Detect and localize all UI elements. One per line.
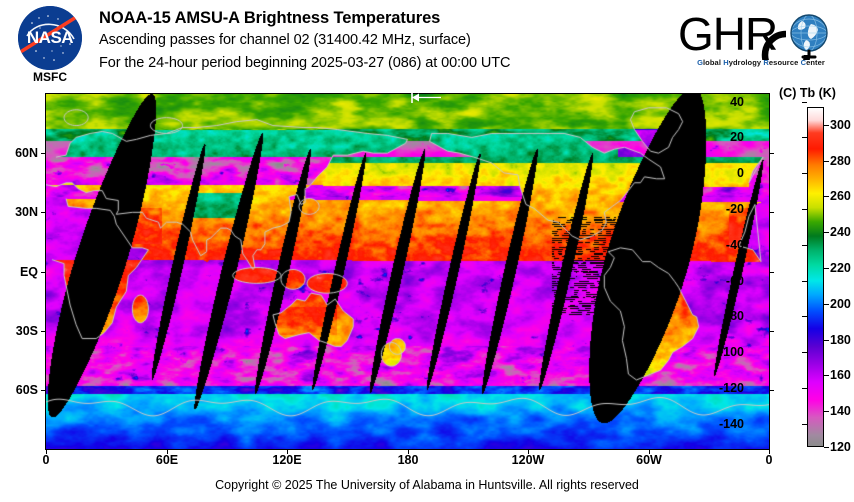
title-block: NOAA-15 AMSU-A Brightness Temperatures A… — [99, 8, 659, 76]
nasa-logo: NASA MSFC — [10, 6, 90, 84]
x-axis-label: 0 — [765, 453, 773, 467]
colorbar-tick-celsius — [802, 352, 807, 353]
colorbar-tick-celsius — [802, 209, 807, 210]
x-axis-label: 0 — [42, 453, 50, 467]
y-axis-label: 30S — [15, 324, 38, 338]
x-axis-tick — [528, 449, 529, 454]
x-axis-label: 60E — [155, 453, 179, 467]
colorbar-tick-celsius — [802, 137, 807, 138]
ghrc-wordmark: GHR — [676, 8, 846, 80]
colorbar-tick-celsius — [802, 173, 807, 174]
colorbar-label-celsius: -140 — [718, 417, 744, 431]
nasa-meatball-svg — [18, 6, 82, 70]
colorbar-tick-kelvin — [824, 411, 829, 412]
colorbar-gradient[interactable] — [807, 107, 824, 447]
x-axis-label: 120E — [272, 453, 302, 467]
copyright-text: Copyright © 2025 The University of Alaba… — [215, 478, 639, 492]
colorbar-tick-celsius — [802, 424, 807, 425]
colorbar-label-kelvin: 140 — [830, 404, 851, 418]
colorbar-tick-kelvin — [824, 232, 829, 233]
subtitle-period: For the 24-hour period beginning 2025-03… — [99, 54, 511, 71]
y-axis-label: 30N — [15, 205, 38, 219]
y-axis-tick — [769, 153, 774, 154]
colorbar-tick-celsius — [802, 316, 807, 317]
y-axis-tick — [769, 390, 774, 391]
colorbar-tick-kelvin — [824, 375, 829, 376]
x-axis-tick — [46, 449, 47, 454]
colorbar-tick-kelvin — [824, 125, 829, 126]
colorbar-tick-kelvin — [824, 447, 829, 448]
colorbar-label-kelvin: 220 — [830, 261, 851, 275]
ghrc-wordmark-svg: GHR — [678, 8, 828, 80]
y-axis-label: EQ — [19, 265, 38, 279]
colorbar-label-celsius: 20 — [730, 130, 744, 144]
colorbar-label-celsius: -80 — [725, 309, 744, 323]
y-axis-tick — [41, 331, 46, 332]
colorbar-label-kelvin: 200 — [830, 297, 851, 311]
colorbar-tick-celsius — [802, 102, 807, 103]
x-axis-label: 180 — [397, 453, 419, 467]
colorbar-label-celsius: -120 — [718, 381, 744, 395]
colorbar-label-celsius: -100 — [718, 345, 744, 359]
left-arrow-marker-icon — [408, 90, 442, 103]
colorbar-label-kelvin: 280 — [830, 154, 851, 168]
colorbar-header: (C) Tb (K) — [779, 86, 836, 100]
colorbar-tick-kelvin — [824, 340, 829, 341]
x-axis-label: 120W — [511, 453, 545, 467]
x-axis-tick — [649, 449, 650, 454]
x-axis-tick — [769, 449, 770, 454]
y-axis-tick — [41, 272, 46, 273]
colorbar-tick-celsius — [802, 281, 807, 282]
y-axis-tick — [41, 153, 46, 154]
colorbar-tick-celsius — [802, 388, 807, 389]
colorbar-tick-kelvin — [824, 196, 829, 197]
x-axis-tick — [167, 449, 168, 454]
ghrc-tagline: Global Hydrology Resource Center — [697, 58, 825, 67]
y-axis-label: 60N — [15, 146, 38, 160]
colorbar-tick-kelvin — [824, 304, 829, 305]
colorbar-tick-kelvin — [824, 268, 829, 269]
colorbar-label-celsius: 40 — [730, 95, 744, 109]
x-axis-tick — [408, 449, 409, 454]
page-title: NOAA-15 AMSU-A Brightness Temperatures — [99, 9, 441, 27]
colorbar-label-celsius: -20 — [725, 202, 744, 216]
colorbar-label-kelvin: 120 — [830, 440, 851, 454]
y-axis-tick — [41, 212, 46, 213]
x-axis-tick — [287, 449, 288, 454]
y-axis-tick — [769, 272, 774, 273]
colorbar-label-celsius: -60 — [725, 274, 744, 288]
y-axis-label: 60S — [15, 383, 38, 397]
colorbar-label-kelvin: 160 — [830, 368, 851, 382]
nasa-meatball-icon — [18, 6, 82, 70]
colorbar-tick-kelvin — [824, 161, 829, 162]
y-axis-tick — [769, 331, 774, 332]
y-axis-tick — [41, 390, 46, 391]
colorbar-tick-celsius — [802, 245, 807, 246]
y-axis-tick — [769, 212, 774, 213]
brightness-temperature-map[interactable] — [46, 94, 769, 449]
colorbar-label-kelvin: 300 — [830, 118, 851, 132]
ghrc-logo: GHR Global Hydrology Resourc — [676, 8, 846, 80]
colorbar-label-kelvin: 180 — [830, 333, 851, 347]
map-raster[interactable] — [46, 94, 769, 449]
colorbar-label-kelvin: 240 — [830, 225, 851, 239]
svg-text:GHR: GHR — [678, 8, 777, 60]
colorbar-label-celsius: -40 — [725, 238, 744, 252]
colorbar-label-celsius: 0 — [737, 166, 744, 180]
subtitle-channel: Ascending passes for channel 02 (31400.4… — [99, 32, 471, 48]
x-axis-label: 60W — [636, 453, 662, 467]
colorbar-label-kelvin: 260 — [830, 189, 851, 203]
nasa-center-label: MSFC — [33, 70, 67, 84]
